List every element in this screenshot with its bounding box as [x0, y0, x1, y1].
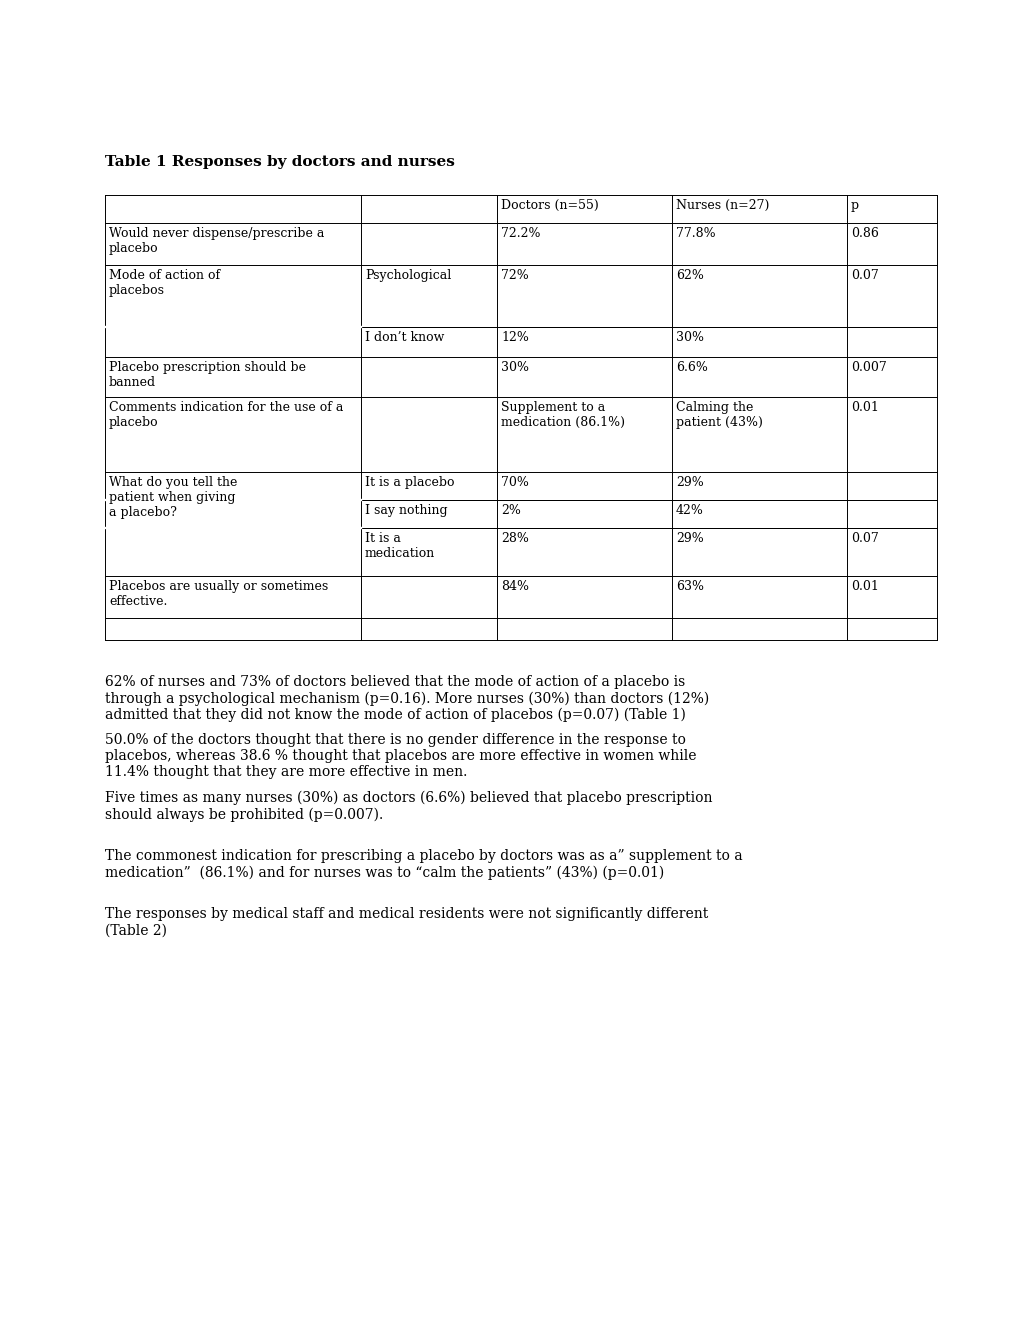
- Text: 50.0% of the doctors thought that there is no gender difference in the response : 50.0% of the doctors thought that there …: [105, 733, 696, 779]
- Text: It is a
medication: It is a medication: [365, 532, 435, 560]
- Text: Table 1 Responses by doctors and nurses: Table 1 Responses by doctors and nurses: [105, 154, 454, 169]
- Text: 12%: 12%: [500, 331, 529, 345]
- Text: Psychological: Psychological: [365, 269, 450, 282]
- Text: 0.07: 0.07: [850, 532, 878, 545]
- Text: 30%: 30%: [500, 360, 529, 374]
- Text: 28%: 28%: [500, 532, 529, 545]
- Text: 62%: 62%: [676, 269, 703, 282]
- Text: Placebos are usually or sometimes
effective.: Placebos are usually or sometimes effect…: [109, 579, 328, 609]
- Text: 42%: 42%: [676, 504, 703, 517]
- Text: Comments indication for the use of a
placebo: Comments indication for the use of a pla…: [109, 401, 343, 429]
- Text: It is a placebo: It is a placebo: [365, 477, 454, 488]
- Text: What do you tell the
patient when giving
a placebo?: What do you tell the patient when giving…: [109, 477, 237, 519]
- Text: 72.2%: 72.2%: [500, 227, 540, 240]
- Text: Supplement to a
medication (86.1%): Supplement to a medication (86.1%): [500, 401, 625, 429]
- Text: I say nothing: I say nothing: [365, 504, 447, 517]
- Text: The commonest indication for prescribing a placebo by doctors was as a” suppleme: The commonest indication for prescribing…: [105, 849, 742, 879]
- Text: 77.8%: 77.8%: [676, 227, 715, 240]
- Text: 62% of nurses and 73% of doctors believed that the mode of action of a placebo i: 62% of nurses and 73% of doctors believe…: [105, 675, 708, 722]
- Text: 6.6%: 6.6%: [676, 360, 707, 374]
- Text: 0.007: 0.007: [850, 360, 886, 374]
- Text: Nurses (n=27): Nurses (n=27): [676, 199, 768, 213]
- Text: p: p: [850, 199, 858, 213]
- Text: 84%: 84%: [500, 579, 529, 593]
- Text: 70%: 70%: [500, 477, 529, 488]
- Text: 72%: 72%: [500, 269, 528, 282]
- Text: Mode of action of
placebos: Mode of action of placebos: [109, 269, 220, 297]
- Text: I don’t know: I don’t know: [365, 331, 444, 345]
- Text: 29%: 29%: [676, 532, 703, 545]
- Text: Five times as many nurses (30%) as doctors (6.6%) believed that placebo prescrip: Five times as many nurses (30%) as docto…: [105, 791, 712, 822]
- Text: Would never dispense/prescribe a
placebo: Would never dispense/prescribe a placebo: [109, 227, 324, 255]
- Text: 0.07: 0.07: [850, 269, 878, 282]
- Text: The responses by medical staff and medical residents were not significantly diff: The responses by medical staff and medic…: [105, 907, 707, 937]
- Text: Placebo prescription should be
banned: Placebo prescription should be banned: [109, 360, 306, 389]
- Text: Calming the
patient (43%): Calming the patient (43%): [676, 401, 762, 429]
- Text: 2%: 2%: [500, 504, 521, 517]
- Text: Doctors (n=55): Doctors (n=55): [500, 199, 598, 213]
- Text: 29%: 29%: [676, 477, 703, 488]
- Text: 0.01: 0.01: [850, 401, 878, 414]
- Text: 0.86: 0.86: [850, 227, 878, 240]
- Text: 0.01: 0.01: [850, 579, 878, 593]
- Text: 63%: 63%: [676, 579, 703, 593]
- Text: 30%: 30%: [676, 331, 703, 345]
